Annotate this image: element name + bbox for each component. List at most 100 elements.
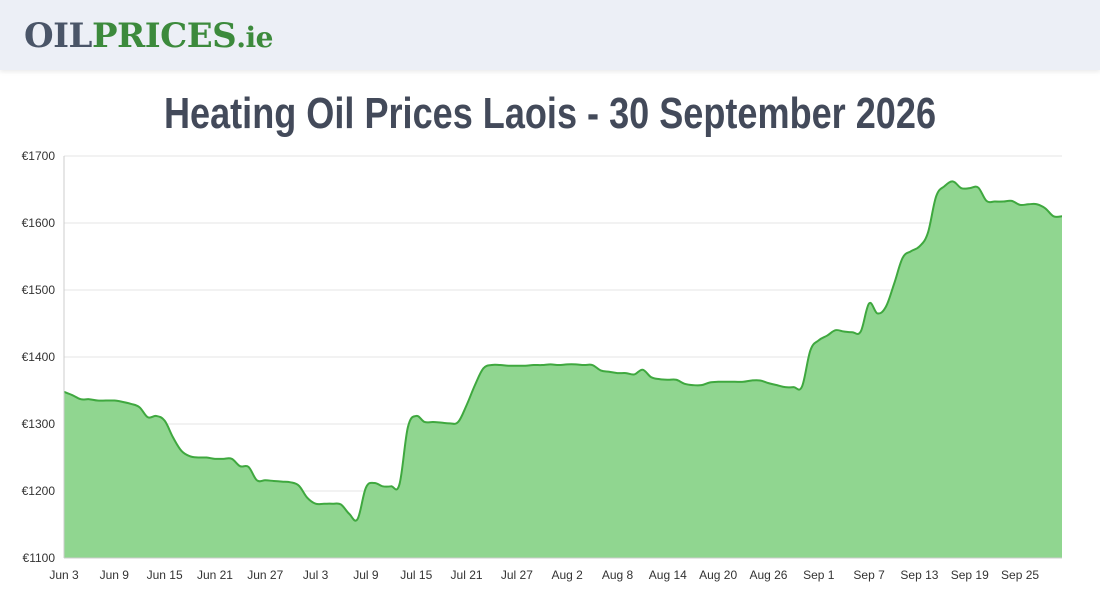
price-point [415,415,417,417]
price-point [222,458,224,460]
price-point [357,518,359,520]
price-point [88,398,90,400]
y-tick-label: €1700 [22,149,56,163]
price-point [600,369,602,371]
price-point [902,257,904,259]
price-point [306,497,308,499]
price-point [1036,203,1038,205]
price-point [315,503,317,505]
price-point [541,364,543,366]
x-tick-label: Aug 20 [699,568,737,582]
price-point [298,485,300,487]
y-tick-label: €1100 [23,551,56,565]
x-tick-label: Aug 2 [552,568,584,582]
price-point [248,466,250,468]
price-point [533,364,535,366]
price-point [180,450,182,452]
price-point [860,331,862,333]
price-point [1061,215,1063,217]
x-axis: Jun 3 Jun 9 Jun 15 Jun 21 Jun 27 Jul 3 Jul 9 Ju… [49,557,1062,582]
price-point [835,329,837,331]
price-point [1011,200,1013,202]
price-point [809,349,811,351]
price-point [877,312,879,314]
price-point [977,186,979,188]
x-tick-label: Sep 19 [951,568,989,582]
price-point [164,420,166,422]
price-point [684,383,686,385]
price-point [80,398,82,400]
price-point [466,404,468,406]
price-point [801,385,803,387]
x-tick-label: Aug 26 [749,568,787,582]
y-tick-label: €1400 [22,350,56,364]
price-point [373,482,375,484]
price-point [726,381,728,383]
price-point [675,379,677,381]
x-tick-label: Jul 9 [353,568,379,582]
price-point [499,364,501,366]
price-point [348,513,350,515]
price-point [172,436,174,438]
price-point [969,187,971,189]
price-point [583,364,585,366]
price-point [952,180,954,182]
price-point [944,185,946,187]
site-header: OILPRICES.ie [0,0,1100,70]
price-point [566,363,568,365]
price-point [507,365,509,367]
price-point [1044,207,1046,209]
price-point [457,421,459,423]
y-tick-label: €1600 [22,216,56,230]
price-point [113,400,115,402]
price-point [617,372,619,374]
price-point [231,458,233,460]
price-point [843,331,845,333]
price-point [767,382,769,384]
x-tick-label: Jun 21 [197,568,233,582]
price-point [893,282,895,284]
price-point [658,378,660,380]
price-point [130,403,132,405]
price-point [826,335,828,337]
price-point [1053,215,1055,217]
site-logo[interactable]: OILPRICES.ie [24,16,273,58]
price-point [960,187,962,189]
price-point [440,422,442,424]
chart-area-layer [63,180,1063,558]
price-point [273,480,275,482]
price-point [449,422,451,424]
x-tick-label: Jun 3 [49,568,79,582]
price-point [885,306,887,308]
price-line [63,180,1063,522]
price-point [818,339,820,341]
price-point [524,365,526,367]
price-point [214,458,216,460]
price-point [239,465,241,467]
price-point [700,384,702,386]
price-point [776,384,778,386]
price-point [1002,201,1004,203]
y-tick-label: €1300 [22,417,56,431]
x-tick-label: Aug 8 [602,568,634,582]
x-tick-label: Sep 13 [900,568,938,582]
x-tick-label: Jul 15 [400,568,432,582]
y-tick-label: €1200 [22,484,56,498]
logo-text-oil: OIL [24,16,92,56]
price-point [138,406,140,408]
price-point [407,426,409,428]
price-point [491,364,493,366]
price-point [331,503,333,505]
price-point [642,369,644,371]
price-point [625,372,627,374]
price-area-fill [64,181,1062,558]
price-point [709,381,711,383]
price-point [575,363,577,365]
price-point [549,363,551,365]
y-tick-label: €1500 [22,283,56,297]
price-point [633,373,635,375]
price-point [147,416,149,418]
price-point [692,384,694,386]
price-point [742,381,744,383]
price-point [323,503,325,505]
